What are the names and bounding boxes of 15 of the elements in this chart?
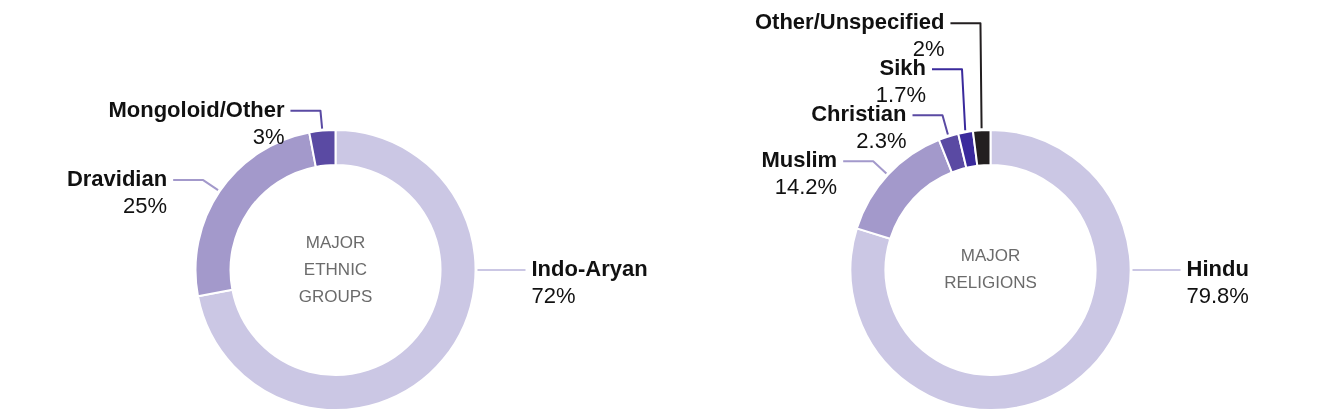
- slice-label: Christian: [811, 101, 907, 127]
- slice-label: Muslim: [761, 147, 838, 173]
- data-label: 79.8%: [1186, 283, 1249, 309]
- text: MAJOR RELIGIONS: [944, 246, 1037, 293]
- data-label: 14.2%: [774, 174, 838, 200]
- slice-label: Other/Unspecified: [754, 9, 945, 35]
- data-label: 72%: [531, 283, 576, 309]
- slice-label: Indo-Aryan: [531, 256, 648, 282]
- data-label: 25%: [123, 193, 168, 219]
- slice-label: Dravidian: [66, 166, 168, 192]
- slice-label: Hindu: [1186, 256, 1249, 282]
- text: MAJOR ETHNIC GROUPS: [298, 232, 373, 306]
- data-label: 2.3%: [856, 128, 907, 154]
- slice-label: Mongoloid/Other: [108, 96, 285, 122]
- data-label: 3%: [252, 123, 285, 149]
